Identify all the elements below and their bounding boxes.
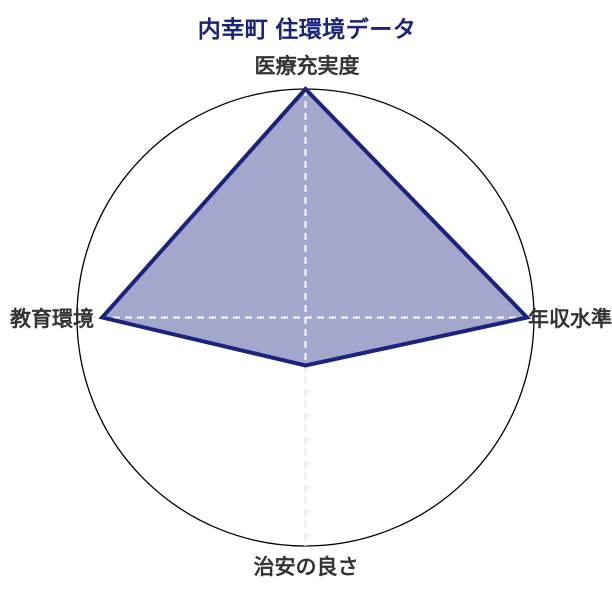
axis-label-medical: 医療充実度 <box>254 55 360 78</box>
chart-title: 内幸町 住環境データ <box>197 16 417 42</box>
grid-lines-over-fill <box>102 89 528 366</box>
axis-label-education: 教育環境 <box>10 308 94 331</box>
radar-data-fill <box>102 89 528 366</box>
axis-label-income: 年収水準 <box>528 308 612 331</box>
radar-data-outline <box>98 86 532 368</box>
axis-label-safety: 治安の良さ <box>253 556 359 579</box>
